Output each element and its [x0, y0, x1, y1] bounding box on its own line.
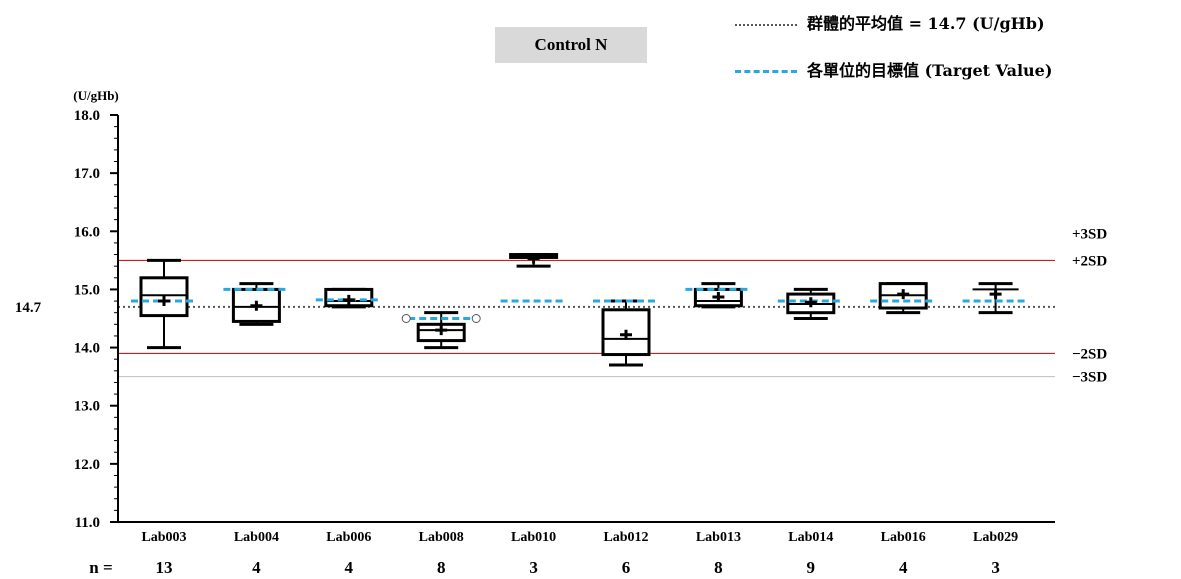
mean-marker — [620, 329, 632, 340]
mean-marker — [342, 294, 355, 305]
panel-title: Control N — [495, 27, 647, 63]
n-value: 8 — [437, 558, 446, 577]
mean-marker — [435, 325, 448, 336]
n-value: 3 — [529, 558, 538, 577]
y-tick-label: 13.0 — [74, 399, 100, 415]
y-tick-label: 12.0 — [74, 457, 100, 473]
mean-marker — [897, 289, 910, 300]
n-value: 8 — [714, 558, 723, 577]
legend-target: 各單位的目標值 (Target Value) — [735, 57, 1052, 81]
x-tick-label: Lab010 — [511, 530, 556, 545]
mean-marker — [250, 300, 263, 311]
x-tick-label: Lab008 — [419, 530, 464, 545]
mean-marker — [158, 296, 170, 307]
legend-mean: 群體的平均值 = 14.7 (U/gHb) — [735, 10, 1045, 34]
n-value: 13 — [156, 558, 173, 577]
y-tick-label: 18.0 — [74, 108, 100, 124]
y-tick-label: 17.0 — [74, 166, 100, 182]
x-tick-label: Lab029 — [973, 530, 1018, 545]
mean-marker — [527, 253, 540, 264]
y-tick-label: 14.0 — [74, 341, 100, 357]
y-tick-label: 15.0 — [74, 282, 100, 298]
target-handle — [471, 314, 481, 323]
n-value: 9 — [807, 558, 816, 577]
n-label: n = — [89, 558, 112, 577]
mean-marker — [989, 289, 1002, 300]
x-tick-label: Lab004 — [234, 530, 279, 545]
target-line-swatch — [735, 70, 797, 73]
mean-line-swatch — [735, 23, 797, 26]
y-tick-label: 16.0 — [74, 224, 100, 240]
mean-marker — [712, 291, 725, 302]
y-axis-label: (U/gHb) — [73, 88, 119, 103]
y-tick-label: 11.0 — [75, 515, 100, 531]
sd-label: +3SD — [1072, 226, 1107, 242]
x-tick-label: Lab012 — [603, 530, 648, 545]
sd-label: −2SD — [1072, 346, 1107, 362]
x-tick-label: Lab016 — [881, 530, 926, 545]
n-value: 6 — [622, 558, 631, 577]
legend-mean-label: 群體的平均值 = 14.7 (U/gHb) — [807, 14, 1045, 33]
group-mean-label: 14.7 — [15, 300, 42, 316]
x-tick-label: Lab003 — [141, 530, 186, 545]
n-value: 4 — [345, 558, 354, 577]
n-value: 4 — [252, 558, 261, 577]
mean-marker — [804, 297, 817, 308]
x-tick-label: Lab014 — [788, 530, 833, 545]
sd-label: −3SD — [1072, 370, 1107, 386]
n-value: 3 — [991, 558, 1000, 577]
x-tick-label: Lab006 — [326, 530, 371, 545]
sd-label: +2SD — [1072, 253, 1107, 269]
legend-target-label: 各單位的目標值 (Target Value) — [807, 61, 1053, 80]
target-handle — [401, 314, 411, 323]
x-tick-label: Lab013 — [696, 530, 741, 545]
n-value: 4 — [899, 558, 908, 577]
